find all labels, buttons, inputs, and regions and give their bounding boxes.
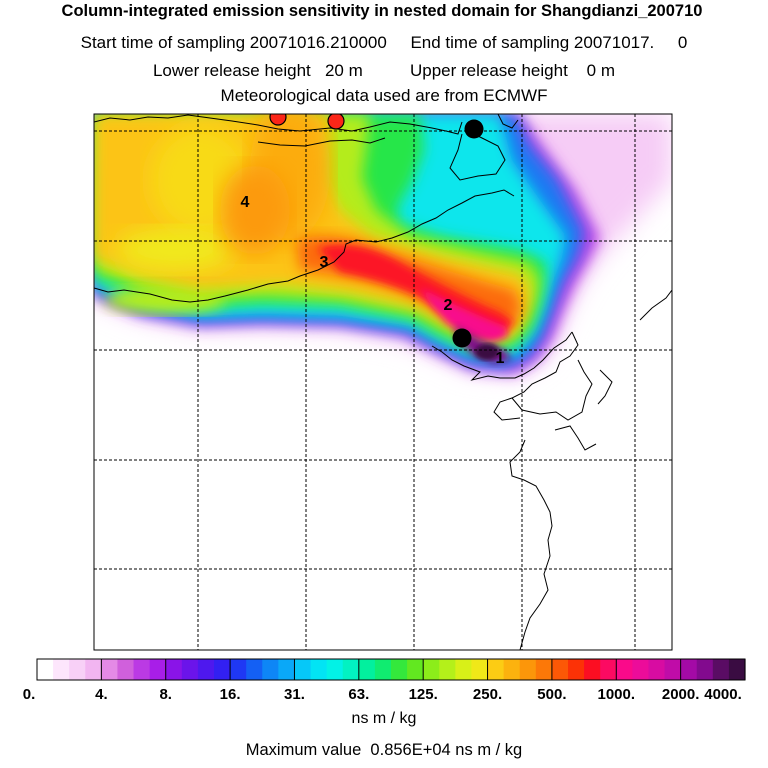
colorbar-swatch [455,659,473,680]
colorbar-swatch [165,659,183,680]
colorbar-swatch [197,659,215,680]
colorbar-swatch [342,659,360,680]
receptor-station-marker [464,119,484,139]
colorbar-swatch [664,659,682,680]
colorbar-swatch [310,659,328,680]
colorbar-swatch [680,659,698,680]
colorbar-tick-label: 16. [219,686,241,703]
map-frame [93,113,673,651]
colorbar-tick-label: 1000. [597,686,636,703]
colorbar-swatch [181,659,199,680]
release-point-a-marker [269,114,287,126]
colorbar-frame [36,658,746,681]
title-line-1: Column-integrated emission sensitivity i… [61,2,703,20]
colorbar-swatch [600,659,617,680]
colorbar-tick-label: 4000. [704,686,742,703]
map-label-1: 1 [496,350,505,367]
colorbar-tick-label: 125. [408,686,438,703]
colorbar-swatch [551,659,569,680]
colorbar-swatch [85,659,102,680]
colorbar-tick-label: 250. [472,686,503,703]
colorbar-swatch [648,659,666,680]
colorbar-tick-label: 4. [95,686,108,703]
title-sampling-times: Start time of sampling 20071016.210000 E… [80,33,688,52]
map-label-2: 2 [444,297,453,314]
colorbar-swatch [133,659,151,680]
colorbar-swatch [37,659,54,680]
colorbar-tick-label: 31. [284,686,305,703]
maximum-value: Maximum value 0.856E+04 ns m / kg [245,741,523,759]
title-meteo-source: Meteorological data used are from ECMWF [220,86,548,105]
colorbar-swatch [632,659,650,680]
colorbar-swatch [728,659,746,680]
colorbar-swatch [246,659,263,680]
coastline-borders [94,114,672,650]
title-release-heights: Lower release height 20 m Upper release … [152,61,616,80]
colorbar-tick-label: 500. [537,686,567,703]
colorbar-tick-label: 63. [348,686,370,703]
map-label-3: 3 [320,254,329,271]
colorbar-swatch [117,659,135,680]
colorbar-swatch [712,659,730,680]
ocean-site-marker [452,328,472,348]
colorbar-tick-label: 0. [22,686,36,703]
colorbar-units: ns m / kg [351,710,417,727]
sensitivity-field [94,114,672,650]
colorbar-swatch [101,659,119,680]
colorbar-swatch [53,659,70,680]
colorbar-swatch [696,659,714,680]
colorbar-swatch [584,659,601,680]
colorbar-swatch [616,659,633,680]
colorbar [37,659,746,680]
colorbar-swatch [374,659,392,680]
colorbar-swatch [278,659,296,680]
colorbar-swatch [230,659,247,680]
colorbar-tick-label: 8. [159,686,172,703]
colorbar-swatch [149,659,167,680]
colorbar-swatch [294,659,312,680]
colorbar-swatch [471,659,489,680]
map-label-4: 4 [241,194,250,211]
colorbar-swatch [358,659,376,680]
colorbar-swatch [568,659,585,680]
colorbar-swatch [423,659,440,680]
colorbar-swatch [262,659,279,680]
colorbar-swatch [407,659,424,680]
colorbar-swatch [535,659,553,680]
colorbar-swatch [391,659,408,680]
colorbar-swatch [326,659,344,680]
colorbar-swatch [503,659,521,680]
colorbar-swatch [519,659,537,680]
colorbar-swatch [439,659,456,680]
map-markers [269,114,484,348]
release-point-b-marker [327,114,345,130]
colorbar-swatch [69,659,86,680]
graticule-grid [94,114,672,650]
colorbar-swatch [487,659,505,680]
colorbar-tick-label: 2000. [661,686,700,703]
colorbar-swatch [214,659,231,680]
